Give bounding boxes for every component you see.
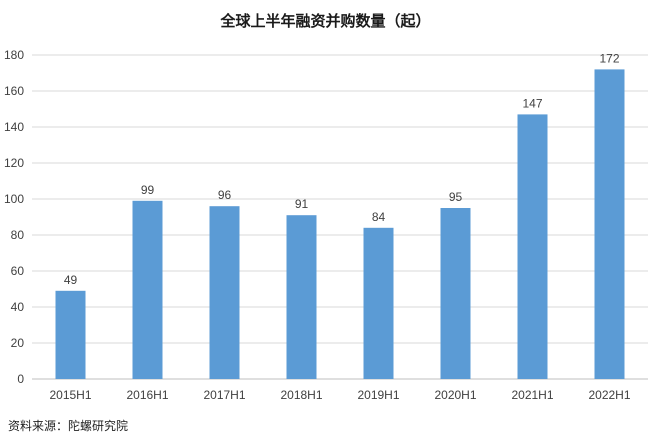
y-tick-label: 100: [4, 192, 24, 206]
bar: [440, 208, 471, 379]
bar: [286, 215, 317, 379]
bars: [55, 69, 625, 380]
x-tick-label: 2018H1: [280, 388, 322, 402]
bar: [209, 206, 240, 379]
y-tick-label: 80: [11, 228, 25, 242]
y-tick-label: 140: [4, 120, 24, 134]
x-tick-label: 2017H1: [203, 388, 245, 402]
x-tick-label: 2021H1: [511, 388, 553, 402]
y-tick-label: 20: [11, 336, 25, 350]
data-label: 172: [599, 51, 619, 65]
source-note: 资料来源：陀螺研究院: [8, 419, 129, 433]
y-tick-label: 120: [4, 156, 24, 170]
data-labels: 49 99 96 91 84 95 147 172: [64, 51, 620, 286]
data-label: 49: [64, 273, 78, 287]
y-axis-ticks: 0 20 40 60 80 100 120 140 160 180: [4, 48, 24, 386]
y-tick-label: 0: [17, 372, 24, 386]
bar: [132, 200, 163, 379]
y-tick-label: 160: [4, 84, 24, 98]
data-label: 95: [449, 190, 463, 204]
data-label: 147: [522, 96, 542, 110]
x-tick-label: 2022H1: [588, 388, 630, 402]
x-tick-label: 2019H1: [357, 388, 399, 402]
y-tick-label: 60: [11, 264, 25, 278]
gridlines: [32, 54, 648, 380]
data-label: 91: [295, 197, 309, 211]
x-tick-label: 2016H1: [126, 388, 168, 402]
data-label: 96: [218, 188, 232, 202]
y-tick-label: 180: [4, 48, 24, 62]
x-axis-ticks: 2015H1 2016H1 2017H1 2018H1 2019H1 2020H1 2021…: [49, 388, 630, 402]
x-tick-label: 2020H1: [434, 388, 476, 402]
data-label: 99: [141, 183, 155, 197]
bar: [517, 114, 548, 380]
chart-title: 全球上半年融资并购数量（起）: [220, 12, 431, 30]
data-label: 84: [372, 210, 386, 224]
y-tick-label: 40: [11, 300, 25, 314]
bar: [594, 69, 625, 380]
bar: [363, 227, 394, 379]
x-tick-label: 2015H1: [49, 388, 91, 402]
bar: [55, 290, 86, 379]
